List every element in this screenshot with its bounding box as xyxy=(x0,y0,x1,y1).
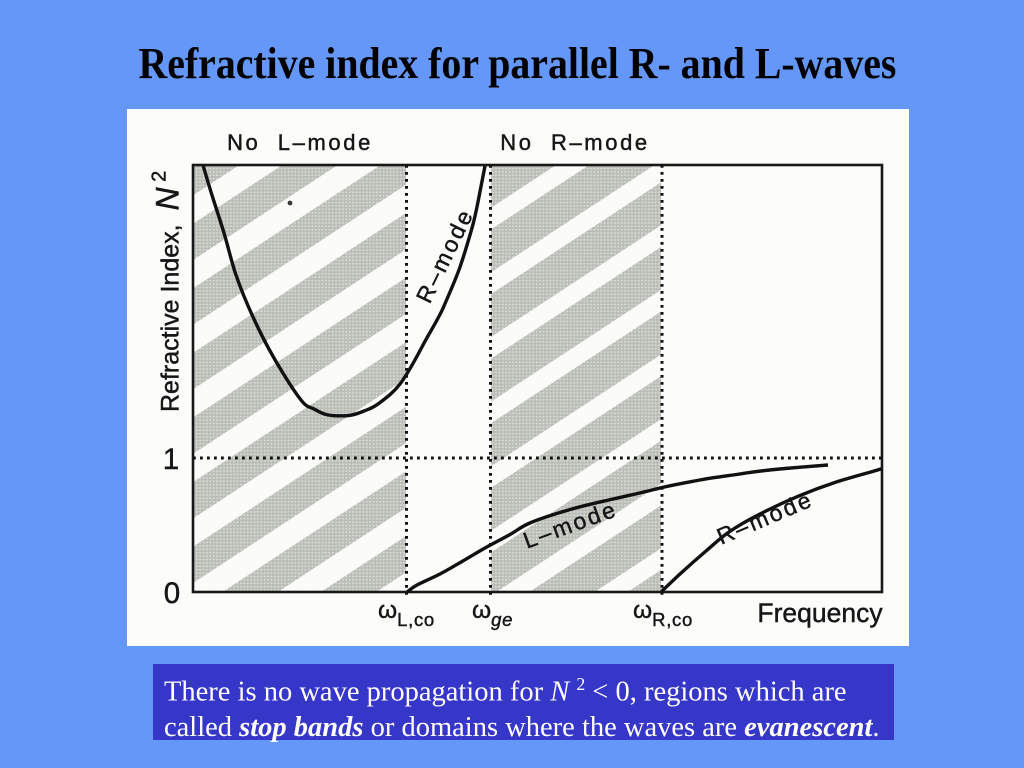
svg-text:No R–mode: No R–mode xyxy=(500,130,650,155)
svg-text:Refractive Index, N 2: Refractive Index, N 2 xyxy=(149,171,186,412)
svg-text:ωge: ωge xyxy=(472,597,513,630)
svg-text:1: 1 xyxy=(163,443,179,476)
svg-text:Frequency: Frequency xyxy=(757,598,883,628)
svg-text:0: 0 xyxy=(164,577,180,610)
svg-text:ωR,co: ωR,co xyxy=(633,597,693,630)
svg-text:No L–mode: No L–mode xyxy=(227,130,373,155)
svg-text:R–mode: R–mode xyxy=(713,486,817,550)
svg-text:ωL,co: ωL,co xyxy=(378,597,435,630)
svg-text:R–mode: R–mode xyxy=(411,204,479,307)
